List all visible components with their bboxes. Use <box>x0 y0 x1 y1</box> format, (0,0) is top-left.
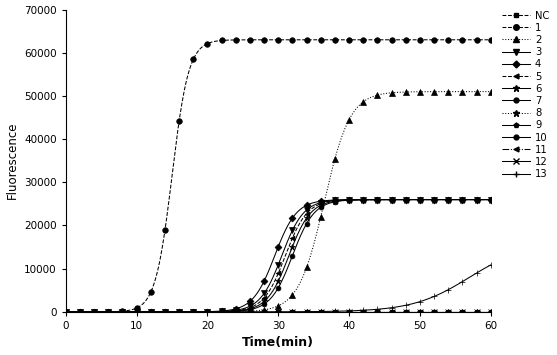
Y-axis label: Fluorescence: Fluorescence <box>6 122 18 200</box>
X-axis label: Time(min): Time(min) <box>242 337 314 349</box>
Legend: NC, 1, 2, 3, 4, 5, 6, 7, 8, 9, 10, 11, 12, 13: NC, 1, 2, 3, 4, 5, 6, 7, 8, 9, 10, 11, 1… <box>500 9 551 181</box>
